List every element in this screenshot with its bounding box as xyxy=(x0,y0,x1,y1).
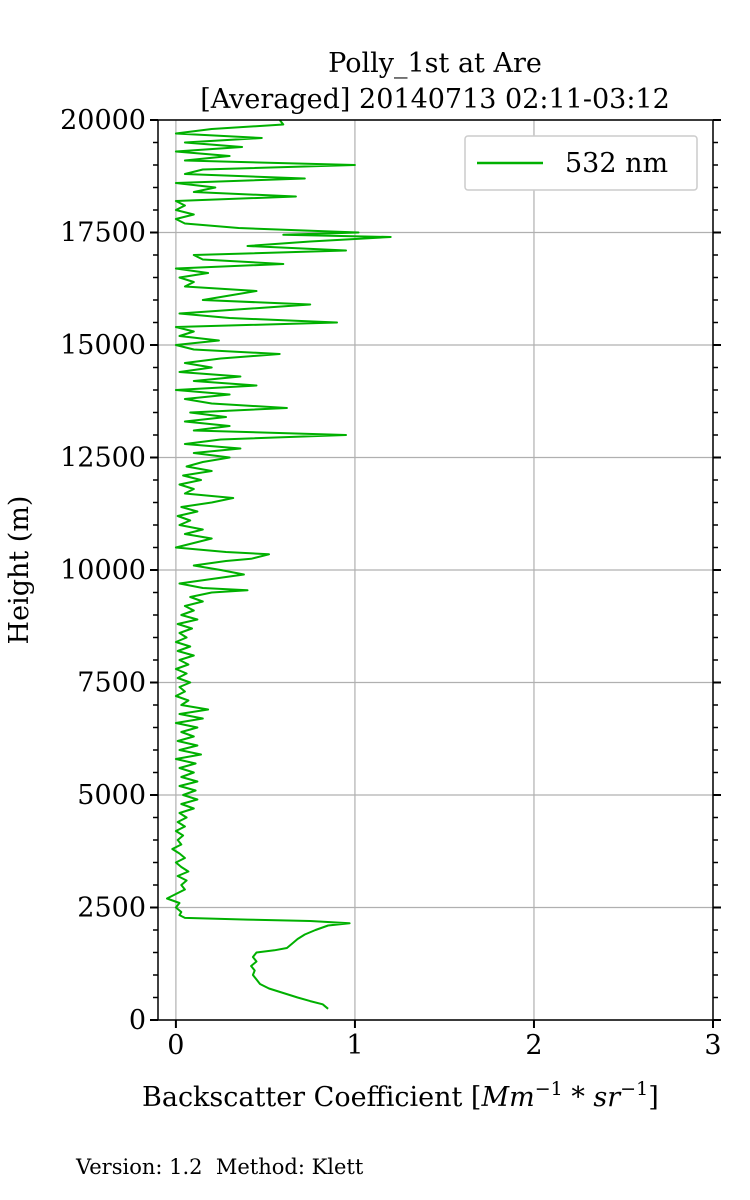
y-tick-label: 20000 xyxy=(60,105,146,136)
plot-area-frame xyxy=(157,119,714,1021)
chart-title-line2: [Averaged] 20140713 02:11-03:12 xyxy=(200,84,670,115)
legend-box xyxy=(464,135,698,191)
y-tick-label: 12500 xyxy=(60,443,146,474)
x-axis-label-unit-mm: Mm xyxy=(480,1082,534,1113)
series-line-532nm xyxy=(166,119,392,1010)
grid-lines xyxy=(158,119,714,1021)
y-tick-label: 10000 xyxy=(60,555,146,586)
x-tick-label: 1 xyxy=(346,1030,363,1061)
series-lines xyxy=(166,119,392,1010)
y-tick-label: 2500 xyxy=(77,893,146,924)
x-axis-label-star: * xyxy=(563,1082,594,1113)
x-axis-label-exp2: −1 xyxy=(620,1078,648,1100)
x-tick-label: 2 xyxy=(525,1030,542,1061)
x-axis-label-close: ] xyxy=(648,1082,659,1113)
x-tick-label: 0 xyxy=(167,1030,184,1061)
x-axis-label: Backscatter Coefficient [Mm−1 * sr−1] xyxy=(142,1078,659,1113)
axis-ticks: 0 2500 5000 7500 10000 12500 15000 17500 20000 0 1… xyxy=(60,105,722,1061)
x-axis-label-unit-sr: sr xyxy=(593,1082,622,1113)
legend: 532 nm xyxy=(464,135,698,191)
y-axis-label: Height (m) xyxy=(4,496,35,645)
footer-version-method: Version: 1.2 Method: Klett xyxy=(76,1155,364,1179)
chart-title-line1: Polly_1st at Are xyxy=(328,48,542,79)
x-axis-label-main: Backscatter Coefficient [ xyxy=(142,1082,481,1113)
y-tick-label: 15000 xyxy=(60,330,146,361)
x-axis-label-exp1: −1 xyxy=(535,1078,563,1100)
x-tick-label: 3 xyxy=(704,1030,721,1061)
y-tick-label: 17500 xyxy=(60,218,146,249)
y-tick-label: 5000 xyxy=(77,780,146,811)
legend-label-532nm: 532 nm xyxy=(565,148,668,179)
y-tick-label: 7500 xyxy=(77,668,146,699)
y-tick-label: 0 xyxy=(129,1005,146,1036)
